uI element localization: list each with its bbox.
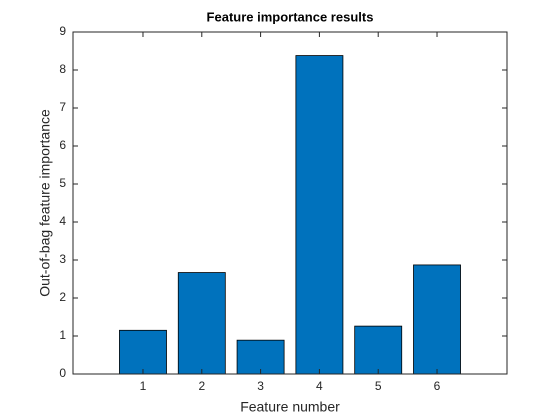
x-tick-label: 3: [257, 379, 264, 393]
y-tick-label: 6: [59, 138, 66, 152]
bar: [119, 329, 167, 375]
y-tick-label: 0: [59, 366, 66, 380]
y-tick-label: 7: [59, 100, 66, 114]
y-tick-label: 4: [59, 214, 66, 228]
y-tick-label: 5: [59, 176, 66, 190]
y-axis-label: Out-of-bag feature importance: [37, 109, 53, 297]
x-tick-label: 4: [316, 379, 323, 393]
axes-box: [72, 31, 508, 375]
bar: [177, 272, 226, 375]
y-tick-label: 8: [59, 62, 66, 76]
bar: [354, 325, 403, 375]
bar: [295, 55, 344, 375]
x-tick-label: 5: [375, 379, 382, 393]
x-tick-label: 2: [198, 379, 205, 393]
x-tick-label: 1: [140, 379, 147, 393]
y-tick-label: 1: [59, 328, 66, 342]
y-tick-label: 2: [59, 290, 66, 304]
x-tick-label: 6: [434, 379, 441, 393]
bar: [236, 339, 285, 375]
chart-title: Feature importance results: [207, 9, 374, 24]
x-axis-label: Feature number: [240, 399, 340, 415]
bar: [413, 264, 461, 375]
y-tick-label: 3: [59, 252, 66, 266]
y-tick-label: 9: [59, 24, 66, 38]
